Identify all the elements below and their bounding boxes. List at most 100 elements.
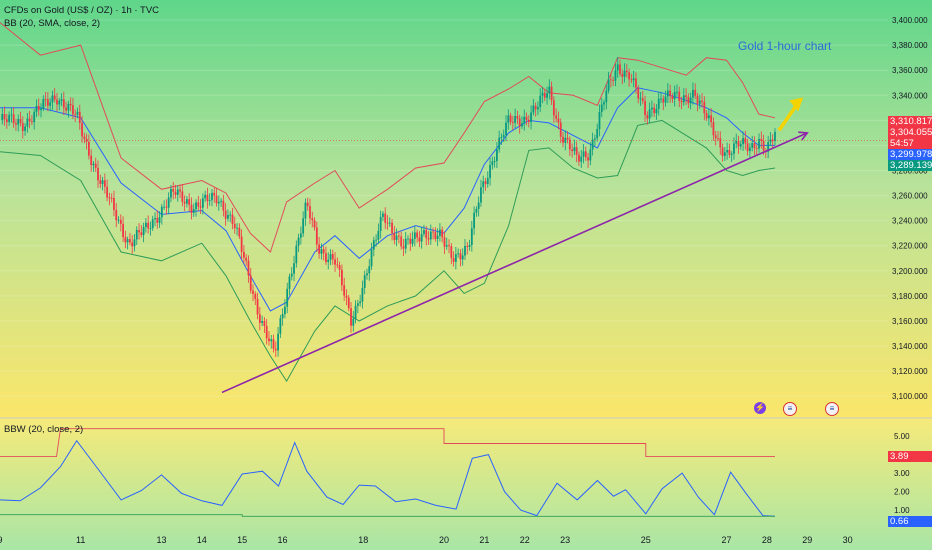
candle-body (723, 152, 726, 156)
candle-body (341, 269, 343, 286)
candle-body (762, 140, 765, 151)
candle-body (491, 161, 494, 166)
candle-body (272, 339, 275, 349)
candle-body (10, 114, 13, 116)
candle-body (302, 218, 305, 234)
candle-body (368, 266, 371, 274)
candle-body (728, 150, 731, 155)
symbol-title[interactable]: CFDs on Gold (US$ / OZ) · 1h · TVC (4, 5, 160, 16)
candle-body (436, 235, 439, 239)
candle-body (21, 122, 24, 131)
candle-body (662, 98, 665, 103)
candle-body (97, 167, 99, 181)
candle-body (646, 115, 649, 119)
candle-body (131, 242, 134, 247)
candle-body (669, 90, 672, 97)
price-tag-countdown: 54:57 (888, 138, 932, 149)
price-axis-label: 3,340.000 (892, 91, 928, 100)
candle-body (192, 209, 195, 213)
time-axis-label: 9 (0, 535, 3, 545)
time-axis-label: 29 (802, 535, 812, 545)
candle-body (737, 141, 740, 147)
candle-body (746, 143, 749, 152)
candle-body (712, 122, 715, 136)
candle-body (450, 246, 453, 259)
candle-body (562, 136, 564, 143)
indicator-legend-bb[interactable]: BB (20, SMA, close, 2) (4, 18, 101, 29)
candle-body (397, 235, 400, 237)
event-us-flag-icon[interactable]: ≡ (825, 402, 839, 416)
event-flash-icon[interactable]: ⚡ (754, 402, 766, 414)
candle-body (115, 209, 118, 221)
candle-body (664, 96, 667, 103)
candle-body (400, 236, 403, 247)
candle-body (284, 306, 286, 315)
candle-body (625, 70, 628, 73)
candle-body (439, 229, 441, 236)
bb-upper-line (0, 22, 776, 253)
candle-body (379, 216, 382, 231)
candle-body (505, 122, 507, 136)
candle-body (188, 199, 191, 205)
candle-body (429, 231, 432, 240)
candle-body (420, 234, 423, 242)
candle-body (484, 181, 487, 185)
candle-body (336, 264, 339, 266)
candle-body (78, 111, 81, 123)
candle-body (751, 143, 754, 148)
candle-body (65, 107, 68, 111)
candle-body (628, 72, 631, 80)
candle-body (594, 138, 596, 140)
candle-body (676, 91, 678, 93)
candle-body (760, 138, 763, 141)
candle-body (35, 105, 38, 112)
candle-body (496, 149, 498, 162)
candle-body (297, 237, 300, 246)
candle-body (407, 238, 409, 240)
price-axis-label: 3,200.000 (892, 267, 928, 276)
candle-body (721, 147, 724, 156)
candle-body (425, 230, 428, 239)
candle-body (306, 202, 309, 207)
candle-body (616, 64, 619, 71)
candle-body (621, 73, 624, 77)
candle-body (749, 147, 751, 152)
candle-body (290, 273, 293, 277)
candle-body (413, 232, 416, 239)
candle-body (448, 245, 450, 247)
candle-body (242, 251, 245, 258)
candle-body (473, 212, 476, 229)
event-us-flag-icon[interactable]: ≡ (783, 402, 797, 416)
candle-body (293, 263, 295, 274)
indicator-legend-bbw[interactable]: BBW (20, close, 2) (4, 424, 84, 435)
candle-body (769, 139, 772, 143)
candle-body (575, 147, 578, 155)
candle-body (201, 198, 204, 208)
candle-body (703, 101, 706, 114)
candle-body (44, 99, 47, 100)
candle-body (395, 235, 398, 240)
candle-body (607, 79, 610, 91)
candle-body (110, 197, 113, 199)
candle-body (500, 137, 503, 138)
candle-body (69, 103, 72, 106)
candle-body (630, 79, 633, 81)
candle-body (534, 105, 537, 110)
candle-body (707, 115, 710, 119)
candle-body (694, 89, 697, 96)
time-axis-label: 23 (560, 535, 570, 545)
candle-body (489, 165, 491, 179)
candle-body (603, 102, 605, 105)
candle-body (233, 223, 236, 229)
candle-body (62, 99, 65, 108)
candle-body (144, 222, 147, 228)
candle-body (423, 230, 425, 235)
candle-body (477, 202, 480, 209)
candle-body (12, 114, 15, 124)
candle-body (459, 253, 462, 260)
candle-body (619, 64, 621, 74)
candle-body (457, 253, 460, 255)
candle-body (158, 217, 161, 223)
candle-body (393, 232, 396, 240)
candle-body (254, 293, 257, 300)
